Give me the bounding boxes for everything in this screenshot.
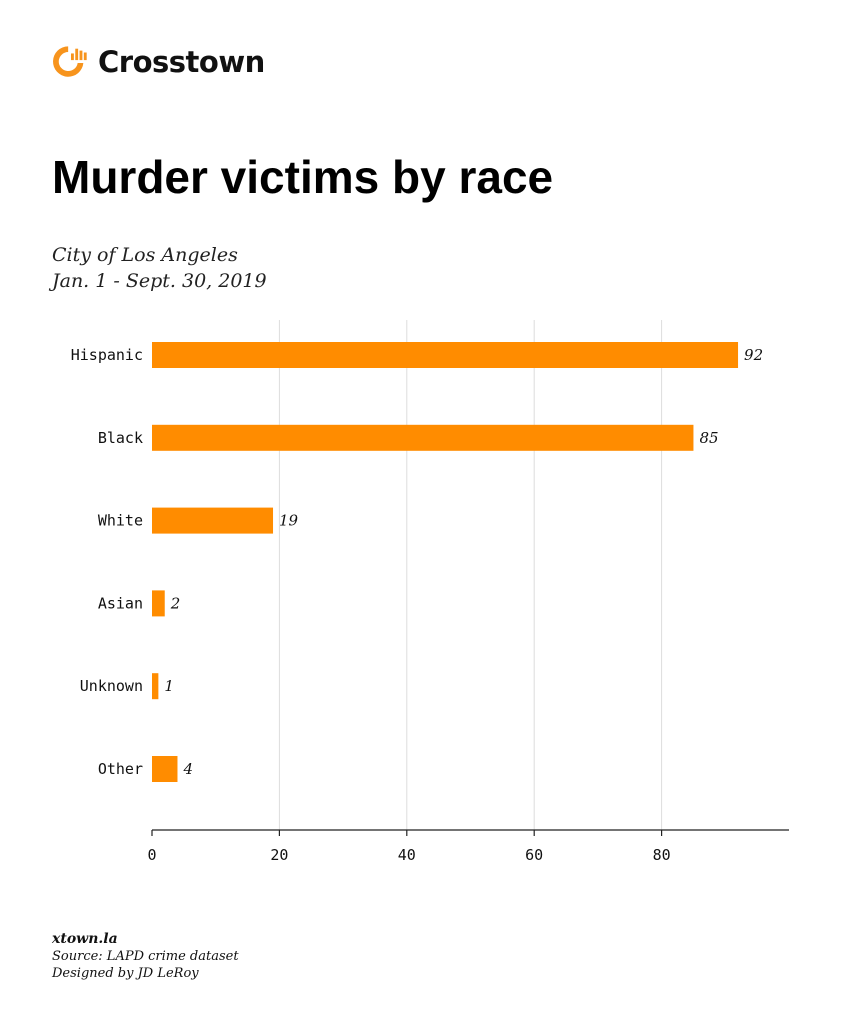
brand-logo: Crosstown [52,42,265,82]
data-label: 1 [164,677,174,695]
category-label: White [98,512,143,530]
data-label: 92 [744,346,763,364]
chart-subtitle-location: City of Los Angeles [52,244,238,266]
brand-name: Crosstown [98,45,265,79]
footer-site[interactable]: xtown.la [52,931,118,947]
footer-source: Source: LAPD crime dataset [52,949,239,964]
chart-subtitle-date-range: Jan. 1 - Sept. 30, 2019 [52,270,267,292]
data-label: 4 [182,760,193,778]
category-label: Other [98,760,143,778]
x-tick-label: 80 [653,846,671,864]
bar [152,342,739,368]
category-label: Asian [98,594,143,612]
bar [152,756,178,782]
x-tick-label: 60 [525,846,543,864]
data-label: 2 [170,594,181,612]
footer-credit: Designed by JD LeRoy [52,966,199,981]
bar [152,673,159,700]
category-label: Hispanic [71,346,143,364]
x-tick-label: 20 [270,846,288,864]
crosstown-logo-icon [53,46,87,77]
bar-chart: 0 20 40 60 80 Hispanic 92 Black 85 White 19 Asian 2 U… [71,320,789,864]
category-label: Black [98,429,143,447]
chart-title: Murder victims by race [52,151,554,203]
bar [152,424,694,451]
x-tick-label: 40 [398,846,416,864]
x-tick-label: 0 [147,846,156,864]
bar [152,507,274,534]
bar [152,590,165,617]
category-label: Unknown [80,677,143,695]
data-label: 85 [699,429,718,447]
data-label: 19 [279,512,299,530]
